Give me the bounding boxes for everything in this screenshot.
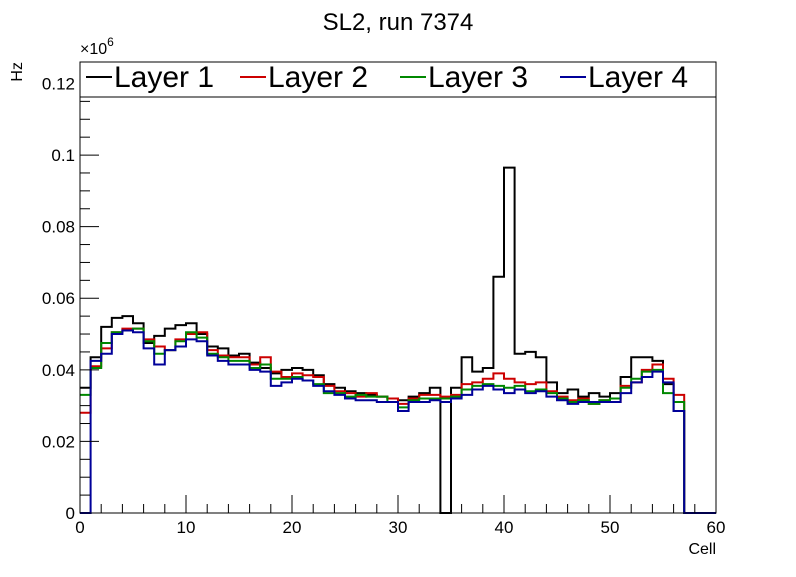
chart-title: SL2, run 7374 xyxy=(323,9,474,36)
x-tick-label: 0 xyxy=(75,518,84,537)
legend-label-layer-2: Layer 2 xyxy=(268,61,368,94)
y-exponent-base: ×10 xyxy=(80,41,107,58)
legend-label-layer-3: Layer 3 xyxy=(428,61,528,94)
legend-label-layer-1: Layer 1 xyxy=(114,61,214,94)
legend-items: Layer 1 Layer 2 Layer 3 Layer 4 xyxy=(86,61,688,94)
legend-label-layer-4: Layer 4 xyxy=(588,61,688,94)
x-tick-label: 60 xyxy=(707,518,726,537)
y-exponent-label: ×106 xyxy=(80,35,114,58)
y-tick-label: 0.12 xyxy=(42,74,75,93)
y-tick-label: 0.1 xyxy=(51,146,75,165)
legend-box xyxy=(79,61,717,98)
x-axis-title: Cell xyxy=(688,541,716,558)
x-tick-label: 10 xyxy=(177,518,196,537)
legend: Layer 1 Layer 2 Layer 3 Layer 4 xyxy=(79,61,717,98)
x-tick-label: 40 xyxy=(495,518,514,537)
y-tick-label: 0.04 xyxy=(42,361,75,380)
x-tick-label: 50 xyxy=(601,518,620,537)
x-axis: 0 10 20 30 40 50 60 xyxy=(75,495,725,537)
y-tick-label: 0.08 xyxy=(42,218,75,237)
y-exponent-power: 6 xyxy=(107,35,114,49)
series-line-layer-4 xyxy=(80,329,716,514)
series-layer xyxy=(80,166,716,514)
y-tick-label: 0 xyxy=(66,504,75,523)
x-tick-label: 20 xyxy=(283,518,302,537)
y-tick-label: 0.06 xyxy=(42,289,75,308)
y-tick-label: 0.02 xyxy=(42,432,75,451)
y-axis-title: Hz xyxy=(9,62,26,82)
x-tick-label: 30 xyxy=(389,518,408,537)
